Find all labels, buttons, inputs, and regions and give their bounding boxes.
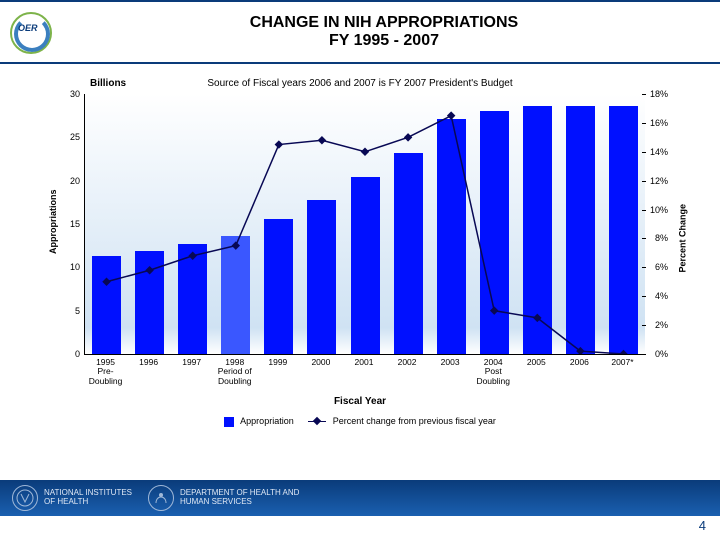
y-left-tick: 20 <box>64 176 80 186</box>
x-tick-label: 2001 <box>343 358 386 367</box>
y-right-tick: 16% <box>650 118 668 128</box>
oer-logo-text: OER <box>18 23 38 33</box>
hhs-logo-icon <box>148 485 174 511</box>
y-left-tick: 0 <box>64 349 80 359</box>
footer-org1: NATIONAL INSTITUTESOF HEALTH <box>44 489 132 507</box>
x-tick-label: 2002 <box>386 358 429 367</box>
y-left-tick: 10 <box>64 262 80 272</box>
source-label: Source of Fiscal years 2006 and 2007 is … <box>40 78 680 89</box>
x-axis-label: Fiscal Year <box>40 396 680 407</box>
legend-bar-label: Appropriation <box>240 416 294 426</box>
bar <box>135 251 164 354</box>
x-tick-label: 2007* <box>601 358 644 367</box>
bar <box>437 119 466 354</box>
y-right-tick: 2% <box>655 320 668 330</box>
bar <box>351 177 380 354</box>
y-left-tick: 15 <box>64 219 80 229</box>
y-axis-left-label: Appropriations <box>48 190 58 255</box>
legend: Appropriation Percent change from previo… <box>40 416 680 427</box>
bar <box>178 244 207 354</box>
y-left-tick: 25 <box>64 132 80 142</box>
bar <box>394 153 423 354</box>
legend-bar-swatch <box>224 417 234 427</box>
oer-logo: OER <box>10 12 50 52</box>
y-right-tick: 0% <box>655 349 668 359</box>
bar <box>566 106 595 354</box>
legend-line-label: Percent change from previous fiscal year <box>333 416 496 426</box>
y-axis-right-label: Percent Change <box>678 204 688 273</box>
x-tick-label: 1995Pre-Doubling <box>84 358 127 386</box>
y-right-tick: 12% <box>650 176 668 186</box>
chart-container: Billions Source of Fiscal years 2006 and… <box>40 74 680 444</box>
title-line-2: FY 1995 - 2007 <box>58 32 710 50</box>
y-right-tick: 6% <box>655 262 668 272</box>
bar <box>480 111 509 354</box>
y-right-tick: 18% <box>650 89 668 99</box>
x-tick-label: 2005 <box>515 358 558 367</box>
slide-title: CHANGE IN NIH APPROPRIATIONS FY 1995 - 2… <box>58 14 710 50</box>
header-bar: OER CHANGE IN NIH APPROPRIATIONS FY 1995… <box>0 0 720 64</box>
bar <box>307 200 336 354</box>
x-tick-label: 1996 <box>127 358 170 367</box>
footer-org2: DEPARTMENT OF HEALTH ANDHUMAN SERVICES <box>180 489 299 507</box>
footer-band: NATIONAL INSTITUTESOF HEALTH DEPARTMENT … <box>0 480 720 516</box>
x-tick-label: 1997 <box>170 358 213 367</box>
plot-area <box>84 94 645 355</box>
x-tick-label: 2004PostDoubling <box>472 358 515 386</box>
y-right-tick: 4% <box>655 291 668 301</box>
bar <box>609 106 638 354</box>
footer: NATIONAL INSTITUTESOF HEALTH DEPARTMENT … <box>0 480 720 540</box>
y-right-tick: 14% <box>650 147 668 157</box>
y-left-tick: 5 <box>64 306 80 316</box>
nih-logo-icon <box>12 485 38 511</box>
y-right-tick: 8% <box>655 233 668 243</box>
y-right-tick: 10% <box>650 205 668 215</box>
x-tick-label: 1999 <box>256 358 299 367</box>
bar <box>221 236 250 354</box>
bar <box>264 219 293 354</box>
x-tick-label: 2003 <box>429 358 472 367</box>
x-tick-label: 1998Period ofDoubling <box>213 358 256 386</box>
x-tick-label: 2006 <box>558 358 601 367</box>
x-tick-label: 2000 <box>299 358 342 367</box>
legend-line-swatch <box>308 421 326 422</box>
bar <box>523 106 552 354</box>
bar <box>92 256 121 354</box>
title-line-1: CHANGE IN NIH APPROPRIATIONS <box>58 14 710 32</box>
y-left-tick: 30 <box>64 89 80 99</box>
